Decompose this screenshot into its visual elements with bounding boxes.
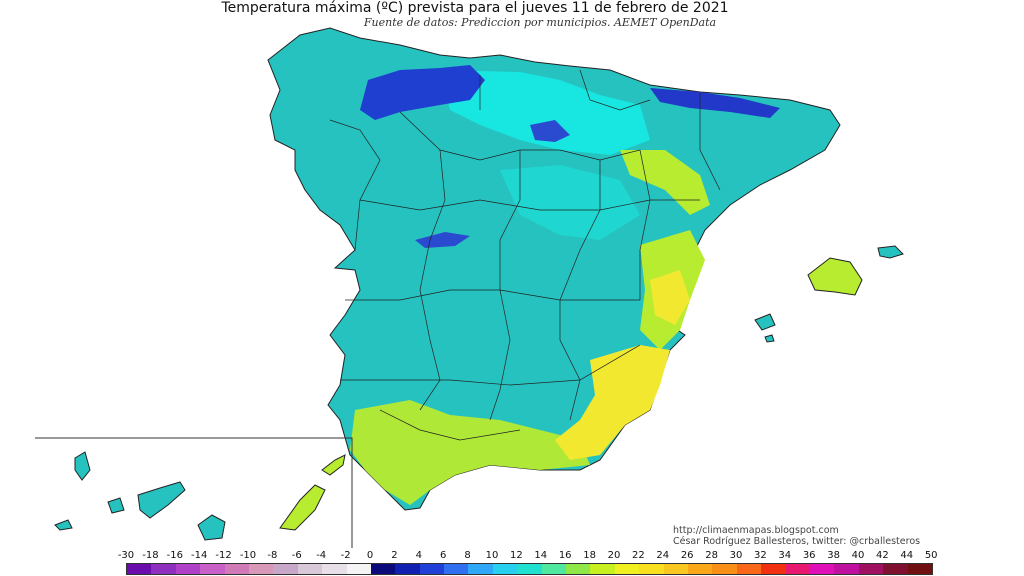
legend-tick-label: 34 — [778, 550, 792, 561]
legend-tick-label: -14 — [191, 550, 208, 561]
legend-swatch — [907, 564, 932, 574]
legend-swatch — [297, 564, 323, 574]
legend-tick-label: 28 — [705, 550, 718, 561]
warm-zone-ebro — [620, 150, 710, 215]
legend-swatch — [517, 564, 542, 574]
legend-tick-label: 42 — [876, 550, 889, 561]
island-formentera — [764, 334, 775, 343]
legend-tick-label: 40 — [851, 550, 865, 561]
legend-swatch — [883, 564, 908, 574]
legend-tick-label: 32 — [754, 550, 767, 561]
cold-zone-iberico — [530, 120, 570, 142]
island-mallorca — [807, 257, 863, 296]
legend-tick-label: 36 — [802, 550, 816, 561]
legend-tick-label: 2 — [391, 550, 398, 561]
legend-tick-label: -18 — [142, 550, 159, 561]
legend-tick-label: 44 — [900, 550, 914, 561]
legend-swatch — [175, 564, 201, 574]
legend-swatch — [590, 564, 615, 574]
hot-zone-valencia — [650, 270, 690, 325]
map-source-subtitle: Fuente de datos: Prediccion por municipi… — [363, 16, 717, 29]
island-gran-canaria — [197, 514, 226, 541]
island-ibiza — [754, 313, 776, 331]
map-title: Temperatura máxima (ºC) prevista para el… — [221, 0, 729, 16]
island-lanzarote — [321, 454, 346, 476]
island-el-hierro — [54, 519, 73, 531]
island-la-gomera — [107, 497, 125, 514]
legend-swatch — [785, 564, 810, 574]
legend-swatch — [761, 564, 786, 574]
legend-swatch — [492, 564, 518, 574]
warm-zone-guadalquivir — [350, 400, 590, 505]
legend-swatch — [639, 564, 664, 574]
cool-zone-iberian — [500, 165, 640, 240]
legend-tick-label: 16 — [558, 550, 572, 561]
legend-tick-label: 22 — [632, 550, 645, 561]
cold-zone-cantabrian — [360, 65, 485, 120]
legend-tick-label: -30 — [117, 550, 135, 561]
legend-tick-label: 4 — [415, 550, 422, 561]
cold-zone-pyrenees — [650, 88, 780, 118]
legend-swatch — [614, 564, 640, 574]
credits-url[interactable]: http://climaenmapas.blogspot.com — [673, 525, 839, 536]
legend-tick-label: -12 — [215, 550, 232, 561]
credits: http://climaenmapas.blogspot.com César R… — [673, 525, 920, 547]
legend-tick-label: -4 — [316, 550, 327, 561]
legend-swatch — [736, 564, 762, 574]
cold-zone-sistema-central — [415, 232, 470, 248]
legend-swatch — [566, 564, 591, 574]
legend-swatch — [834, 564, 859, 574]
legend-tick-label: 30 — [729, 550, 743, 561]
legend-tick-label: 38 — [827, 550, 840, 561]
legend-tick-label: -8 — [267, 550, 278, 561]
legend-swatch — [468, 564, 493, 574]
island-tenerife — [137, 481, 186, 519]
legend-tick-label: 12 — [510, 550, 523, 561]
legend-tick-label: 6 — [440, 550, 447, 561]
legend-swatch — [663, 564, 688, 574]
legend-swatch — [712, 564, 737, 574]
legend-swatch — [419, 564, 445, 574]
legend-swatch — [322, 564, 347, 574]
legend-swatch — [858, 564, 884, 574]
legend-tick-label: -10 — [239, 550, 257, 561]
legend-swatch — [127, 564, 152, 574]
legend-tick-label: -6 — [291, 550, 302, 561]
legend-tick-label: -16 — [166, 550, 183, 561]
legend-swatch — [541, 564, 567, 574]
province-borders — [329, 69, 721, 441]
cool-zone-north — [440, 70, 650, 155]
legend-swatch — [273, 564, 298, 574]
legend-swatch — [248, 564, 274, 574]
legend-tick-label: 50 — [924, 550, 938, 561]
temperature-legend-bar — [126, 563, 933, 575]
legend-swatch — [687, 564, 713, 574]
legend-tick-label: 14 — [534, 550, 548, 561]
legend-tick-label: 26 — [680, 550, 694, 561]
legend-tick-label: 20 — [607, 550, 621, 561]
legend-tick-label: 10 — [485, 550, 499, 561]
legend-swatch — [224, 564, 249, 574]
island-la-palma — [74, 451, 91, 481]
legend-tick-label: 0 — [366, 550, 374, 561]
mainland-spain — [267, 27, 841, 511]
legend-swatch — [346, 564, 371, 574]
legend-swatch — [444, 564, 469, 574]
legend-swatch — [151, 564, 176, 574]
legend-tick-label: 8 — [464, 550, 471, 561]
legend-tick-label: 18 — [583, 550, 596, 561]
canary-inset-frame — [35, 437, 353, 548]
legend-swatch — [370, 564, 396, 574]
island-menorca — [877, 245, 904, 259]
legend-tick-label: 24 — [656, 550, 670, 561]
credits-author: César Rodríguez Ballesteros, twitter: @c… — [673, 536, 921, 547]
legend-swatch — [200, 564, 225, 574]
hot-zone-southeast — [555, 345, 670, 460]
island-fuerteventura — [279, 484, 326, 531]
temperature-map — [35, 27, 904, 548]
legend-tick-label: -2 — [340, 550, 351, 561]
legend-swatch — [809, 564, 835, 574]
legend-swatch — [395, 564, 420, 574]
legend-tick-labels: -30 -18 -16 -14 -12 -10 -8 -6 -4 -2 0 2 4 6 8 10 12 14 16 1… — [0, 550, 1024, 562]
